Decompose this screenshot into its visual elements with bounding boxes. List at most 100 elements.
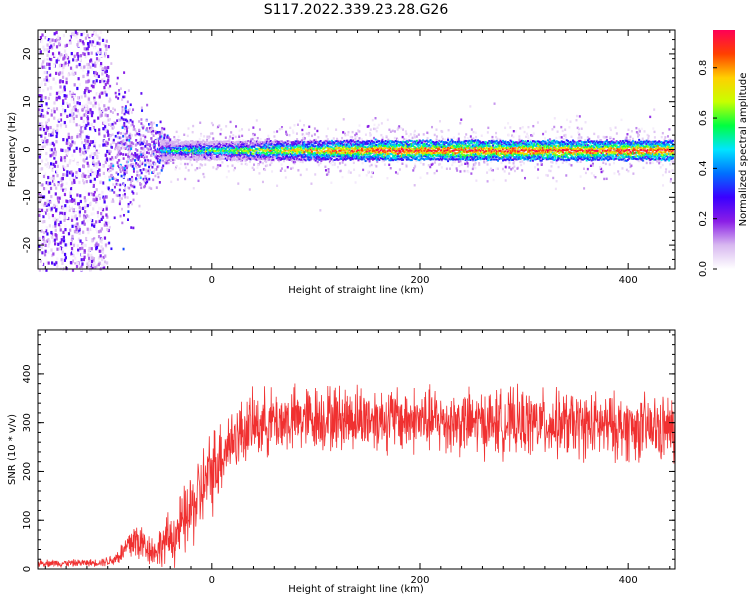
spectrogram-cell <box>41 220 44 224</box>
spectrogram-cell <box>254 141 257 144</box>
spectrogram-cell <box>141 124 144 127</box>
spectrogram-cell <box>318 140 321 143</box>
spectrogram-cell <box>251 137 254 141</box>
spectrogram-cell <box>199 154 202 157</box>
spectrogram-cell <box>333 150 336 153</box>
spectrogram-cell <box>372 171 375 175</box>
spectrogram-cell <box>503 156 506 159</box>
spectrogram-cell <box>136 149 139 152</box>
spectrogram-cell <box>63 111 66 115</box>
spectrogram-cell <box>212 149 215 152</box>
spectrogram-cell <box>125 127 128 131</box>
spectrogram-cell <box>54 242 57 246</box>
spectrogram-cell <box>77 40 80 44</box>
spectrogram-cell <box>347 171 350 174</box>
spectrogram-cell <box>332 147 335 150</box>
spectrogram-cell <box>178 149 181 152</box>
spectrogram-cell <box>109 110 112 113</box>
spectrogram-cell <box>247 144 250 147</box>
spectrogram-cell <box>60 106 63 110</box>
spectrogram-cell <box>213 152 216 155</box>
spectrogram-cell <box>137 163 140 167</box>
spectrogram-cell <box>111 146 114 149</box>
spectrogram-cell <box>107 138 110 141</box>
spectrogram-cell <box>163 127 166 131</box>
spectrogram-cell <box>228 150 231 153</box>
spectrogram-cell <box>307 147 310 150</box>
spectrogram-cell <box>78 168 82 173</box>
spectrogram-cell <box>78 137 81 141</box>
spectrogram-cell <box>117 172 120 176</box>
spectrogram-cell <box>508 172 511 175</box>
spectrogram-cell <box>193 141 196 144</box>
spectrogram-cell <box>100 113 103 117</box>
spectrogram-cell <box>82 230 85 234</box>
spectrogram-cell <box>148 146 151 150</box>
spectrogram-cell <box>91 172 94 176</box>
spectrogram-cell <box>39 116 42 120</box>
spectrogram-cell <box>253 139 256 142</box>
spectrogram-cell <box>219 150 222 153</box>
spectrogram-cell <box>307 151 310 154</box>
spectrogram-cell <box>309 141 312 144</box>
spectrogram-cell <box>45 187 48 191</box>
spectrogram-cell <box>55 45 59 49</box>
spectrogram-cell <box>529 139 532 142</box>
spectrogram-cell <box>131 179 134 182</box>
spectrogram-cell <box>182 141 185 144</box>
spectrogram-cell <box>132 157 135 161</box>
spectrogram-cell <box>70 51 73 56</box>
spectrogram-cell <box>294 142 297 145</box>
spectrogram-cell <box>103 72 106 76</box>
spectrogram-cell <box>42 60 45 64</box>
spectrogram-cell <box>98 256 101 260</box>
spectrogram-cell <box>44 243 47 248</box>
spectrogram-cell <box>625 168 628 172</box>
spectrogram-cell <box>358 130 361 133</box>
spectrogram-cell <box>207 144 210 147</box>
spectrogram-cell <box>289 126 292 129</box>
spectrogram-cell <box>94 243 97 248</box>
spectrogram-cell <box>229 154 232 157</box>
spectrogram-cell <box>373 152 376 156</box>
spectrogram-cell <box>98 206 101 210</box>
spectrogram-cell <box>305 144 308 147</box>
spectrogram-cell <box>77 265 80 269</box>
spectrogram-cell <box>191 140 194 143</box>
spectrogram-cell <box>130 134 133 137</box>
spectrogram-cell <box>308 150 311 153</box>
spectrogram-cell <box>38 110 41 115</box>
spectrogram-cell <box>107 118 110 122</box>
spectrogram-cell <box>335 143 338 146</box>
spectrogram-cell <box>108 136 111 140</box>
spectrogram-cell <box>59 177 62 181</box>
spectrogram-cell <box>93 224 96 228</box>
spectrogram-cell <box>297 144 300 147</box>
spectrogram-cell <box>76 135 79 139</box>
spectrogram-cell <box>98 144 101 148</box>
spectrogram-cell <box>230 147 233 150</box>
spectrogram-cell <box>143 156 146 159</box>
spectrogram-cell <box>94 265 97 270</box>
spectrogram-cell <box>192 149 195 152</box>
spectrogram-cell <box>95 72 99 76</box>
spectrogram-cell <box>123 124 126 128</box>
spectrogram-cell <box>127 111 130 114</box>
spectrogram-cell <box>282 159 285 163</box>
spectrogram-cell <box>320 145 323 148</box>
spectrogram-cell <box>45 151 48 156</box>
spectrogram-cell <box>225 157 228 160</box>
spectrogram-cell <box>200 132 203 136</box>
spectrogram-cell <box>130 152 133 156</box>
spectrogram-cell <box>293 153 296 156</box>
spectrogram-cell <box>45 208 49 212</box>
spectrogram-cell <box>354 137 357 140</box>
spectrogram-cell <box>257 154 260 157</box>
spectrogram-cell <box>248 154 251 157</box>
spectrogram-cell <box>298 152 301 155</box>
spectrogram-cell <box>42 89 45 93</box>
spectrogram-cell <box>368 160 371 163</box>
spectrogram-cell <box>441 137 444 141</box>
spectrogram-cell <box>199 156 202 159</box>
spectrogram-cell <box>92 198 95 202</box>
